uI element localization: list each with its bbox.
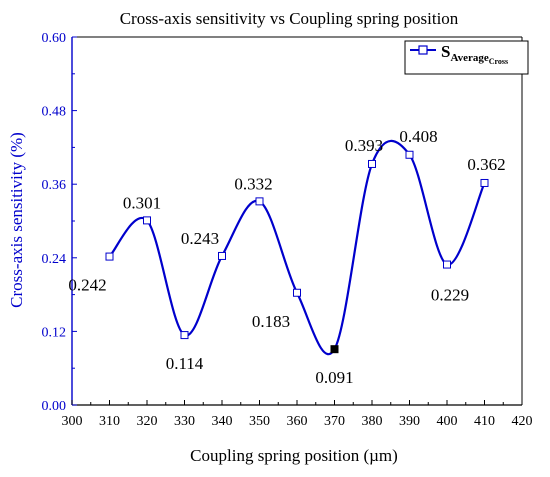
data-point <box>443 260 451 269</box>
data-label: 0.408 <box>399 127 437 146</box>
data-point <box>105 252 114 261</box>
data-point <box>180 331 189 340</box>
x-tick-label: 390 <box>399 414 420 429</box>
x-tick-label: 300 <box>62 414 83 429</box>
data-label: 0.114 <box>166 354 204 373</box>
x-tick-label: 320 <box>137 414 158 429</box>
legend-entry: SAverageCross <box>441 42 508 66</box>
y-tick-label: 0.24 <box>42 252 67 267</box>
x-tick-label: 370 <box>324 414 345 429</box>
data-point <box>368 159 376 168</box>
x-tick-label: 380 <box>362 414 383 429</box>
data-label: 0.243 <box>181 229 219 248</box>
data-point <box>218 251 226 260</box>
data-label: 0.301 <box>123 193 161 212</box>
y-tick-label: 0.60 <box>42 31 67 46</box>
x-tick-label: 410 <box>474 414 495 429</box>
y-tick-label: 0.36 <box>42 178 67 193</box>
legend-subscript: Average <box>450 52 488 64</box>
x-tick-label: 330 <box>174 414 195 429</box>
series-line <box>108 139 486 356</box>
data-label: 0.183 <box>252 312 290 331</box>
y-tick-label: 0.12 <box>42 325 67 340</box>
data-point <box>293 288 301 297</box>
chart-title: Cross-axis sensitivity vs Coupling sprin… <box>120 9 459 28</box>
y-tick-label: 0.48 <box>42 105 67 120</box>
y-axis-label: Cross-axis sensitivity (%) <box>7 132 26 308</box>
legend: SAverageCross <box>404 40 529 75</box>
data-label: 0.242 <box>68 276 106 295</box>
data-point <box>480 178 489 187</box>
legend-marker <box>418 45 428 55</box>
x-axis-label: Coupling spring position (µm) <box>190 446 398 465</box>
legend-symbol: S <box>441 42 450 61</box>
data-label: 0.091 <box>315 368 353 387</box>
data-label: 0.229 <box>431 286 469 305</box>
data-label: 0.332 <box>234 174 272 193</box>
x-tick-label: 360 <box>287 414 308 429</box>
x-tick-label: 400 <box>437 414 458 429</box>
x-tick-label: 420 <box>512 414 533 429</box>
x-tick-label: 340 <box>212 414 233 429</box>
legend-sub-subscript: Cross <box>489 57 508 66</box>
x-tick-label: 350 <box>249 414 270 429</box>
data-point <box>330 345 339 354</box>
data-label: 0.362 <box>467 155 505 174</box>
y-tick-label: 0.00 <box>42 399 67 414</box>
data-point <box>405 150 414 159</box>
x-tick-label: 310 <box>99 414 120 429</box>
data-point <box>255 197 264 206</box>
plot-area: 300 310 320 330 340 350 360 370 380 390 400 410 420 0… <box>42 31 533 429</box>
data-label: 0.393 <box>345 136 383 155</box>
data-point <box>143 216 151 225</box>
